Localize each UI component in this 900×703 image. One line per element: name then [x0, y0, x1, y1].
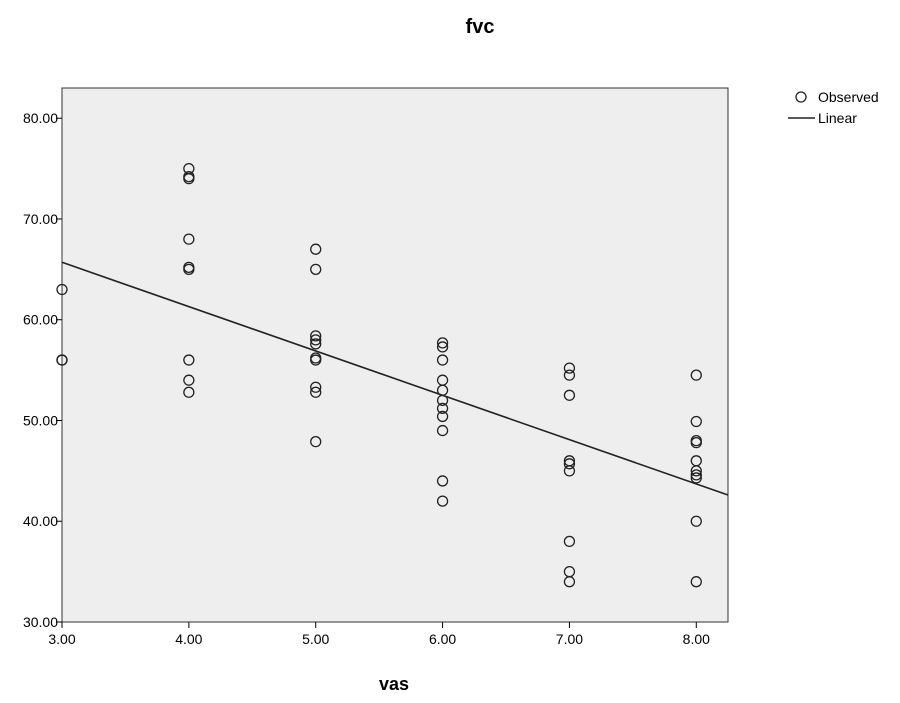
legend-linear-label: Linear [818, 110, 857, 126]
observed-point [310, 243, 322, 255]
observed-point [183, 263, 195, 276]
observed-point [310, 435, 322, 448]
legend-observed-label: Observed [818, 89, 879, 105]
y-tick-label: 40.00 [23, 513, 58, 529]
legend: Observed Linear [788, 89, 879, 126]
chart-title: fvc [466, 16, 495, 38]
observed-point [56, 354, 68, 366]
observed-point [436, 475, 449, 487]
x-tick-label: 3.00 [48, 631, 75, 647]
linear-fit-line [61, 261, 729, 496]
observed-point [310, 381, 322, 393]
observed-point [183, 354, 195, 366]
observed-point [56, 283, 68, 296]
observed-point [183, 374, 195, 386]
y-tick-label: 50.00 [23, 412, 58, 428]
observed-point [310, 354, 322, 366]
observed-point [563, 458, 576, 470]
x-axis-title: vas [379, 674, 409, 694]
legend-observed-marker [795, 91, 807, 103]
observed-point [183, 173, 195, 185]
observed-point [436, 410, 449, 423]
observed-point [436, 337, 449, 349]
x-tick-label: 5.00 [302, 631, 329, 647]
x-tick-label: 4.00 [175, 631, 202, 647]
y-axis: 30.00 40.00 50.00 60.00 70.00 80.00 [23, 110, 62, 630]
observed-point [563, 389, 576, 401]
observed-point [436, 341, 449, 353]
observed-point [690, 515, 702, 527]
observed-point [310, 330, 322, 342]
x-tick-label: 8.00 [683, 631, 710, 647]
y-tick-label: 80.00 [23, 110, 58, 126]
observed-point [436, 394, 449, 406]
y-tick-label: 30.00 [23, 614, 58, 630]
observed-point [310, 338, 322, 350]
observed-point [690, 469, 702, 481]
plot-area [61, 87, 729, 623]
plot-content [56, 162, 729, 588]
observed-point [310, 334, 322, 346]
observed-point [690, 415, 702, 428]
observed-point [563, 369, 576, 381]
observed-point [436, 354, 449, 366]
x-tick-label: 6.00 [429, 631, 456, 647]
observed-point [563, 362, 576, 374]
observed-point [436, 424, 449, 437]
observed-point [563, 576, 576, 588]
observed-point [690, 576, 702, 588]
observed-point [563, 535, 576, 548]
y-tick-label: 60.00 [23, 312, 58, 328]
observed-point [690, 437, 702, 449]
observed-point [436, 495, 449, 507]
observed-point [183, 386, 195, 398]
y-tick-label: 70.00 [23, 211, 58, 227]
observed-point [310, 263, 322, 276]
observed-point [690, 472, 702, 484]
observed-point [310, 386, 322, 398]
observed-point [183, 233, 195, 245]
observed-point [563, 465, 576, 477]
observed-point [436, 402, 449, 415]
x-axis: 3.00 4.00 5.00 6.00 7.00 8.00 [48, 622, 710, 647]
observed-point [690, 369, 702, 381]
x-tick-label: 7.00 [556, 631, 583, 647]
observed-point [690, 465, 702, 477]
